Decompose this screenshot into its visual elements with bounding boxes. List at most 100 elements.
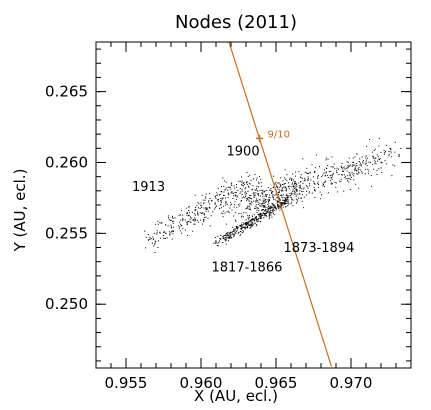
data-point: [325, 180, 327, 182]
data-point: [222, 236, 224, 238]
data-point: [264, 213, 266, 215]
cluster-label: 1900: [227, 144, 260, 159]
data-point: [237, 226, 239, 228]
data-point: [240, 233, 242, 235]
data-point: [227, 210, 229, 212]
data-point: [373, 159, 375, 161]
data-point: [353, 173, 355, 175]
data-point: [352, 164, 354, 166]
data-point: [253, 192, 255, 194]
data-point: [203, 214, 205, 216]
data-point: [230, 201, 232, 203]
data-point: [296, 184, 298, 186]
data-point: [224, 189, 226, 191]
data-point: [239, 235, 241, 237]
data-point: [260, 185, 262, 187]
data-point: [291, 197, 293, 199]
data-point: [240, 231, 242, 233]
data-point: [159, 231, 161, 233]
data-point: [170, 224, 172, 226]
data-point: [290, 195, 292, 197]
data-point: [306, 186, 308, 188]
data-point: [384, 152, 386, 154]
data-point: [257, 221, 259, 223]
data-point: [235, 212, 237, 214]
data-point: [286, 198, 288, 200]
data-point: [313, 172, 315, 174]
data-point: [255, 189, 257, 191]
data-point: [365, 168, 367, 170]
data-point: [351, 165, 353, 167]
data-point: [287, 197, 289, 199]
data-point: [280, 204, 282, 206]
data-point: [285, 178, 287, 180]
data-point: [340, 180, 342, 182]
data-point: [202, 223, 204, 225]
data-point: [282, 199, 284, 201]
data-point: [346, 170, 348, 172]
data-point: [246, 182, 248, 184]
data-point: [349, 173, 351, 175]
data-point: [238, 213, 240, 215]
data-point: [208, 203, 210, 205]
data-point: [334, 168, 336, 170]
data-point: [149, 238, 151, 240]
data-point: [246, 199, 248, 201]
data-point: [250, 179, 252, 181]
data-point: [295, 184, 297, 186]
data-point: [299, 193, 301, 195]
data-point: [317, 176, 319, 178]
data-point: [240, 200, 242, 202]
data-point: [283, 177, 285, 179]
data-point: [277, 203, 279, 205]
data-point: [242, 182, 244, 184]
data-point: [194, 194, 196, 196]
data-point: [325, 159, 327, 161]
data-point: [259, 203, 261, 205]
data-point: [263, 202, 265, 204]
data-point: [204, 207, 206, 209]
data-point: [282, 186, 284, 188]
data-point: [287, 205, 289, 207]
data-point: [282, 189, 284, 191]
data-point: [260, 213, 262, 215]
data-point: [249, 214, 251, 216]
data-point: [368, 170, 370, 172]
data-point: [292, 188, 294, 190]
data-point: [268, 215, 270, 217]
data-point: [223, 185, 225, 187]
data-point: [376, 173, 378, 175]
data-point: [290, 196, 292, 198]
data-point: [259, 189, 261, 191]
data-point: [366, 165, 368, 167]
scatter-points: [144, 137, 402, 254]
data-point: [270, 189, 272, 191]
data-point: [268, 199, 270, 201]
data-point: [319, 191, 321, 193]
data-point: [248, 205, 250, 207]
data-point: [283, 202, 285, 204]
data-point: [226, 203, 228, 205]
data-point: [227, 240, 229, 242]
data-point: [296, 186, 298, 188]
data-point: [257, 213, 259, 215]
data-point: [295, 202, 297, 204]
data-point: [206, 207, 208, 209]
data-point: [349, 175, 351, 177]
data-point: [248, 224, 250, 226]
data-point: [327, 174, 329, 176]
data-point: [268, 211, 270, 213]
data-point: [292, 199, 294, 201]
data-point: [336, 171, 338, 173]
y-axis-ticks: 0.250 0.255 0.260 0.265: [45, 48, 411, 362]
data-point: [283, 204, 285, 206]
data-point: [277, 182, 279, 184]
data-point: [243, 226, 245, 228]
data-point: [256, 177, 258, 179]
data-point: [384, 160, 386, 162]
data-point: [298, 197, 300, 199]
data-point: [253, 197, 255, 199]
data-point: [229, 235, 231, 237]
data-point: [286, 198, 288, 200]
